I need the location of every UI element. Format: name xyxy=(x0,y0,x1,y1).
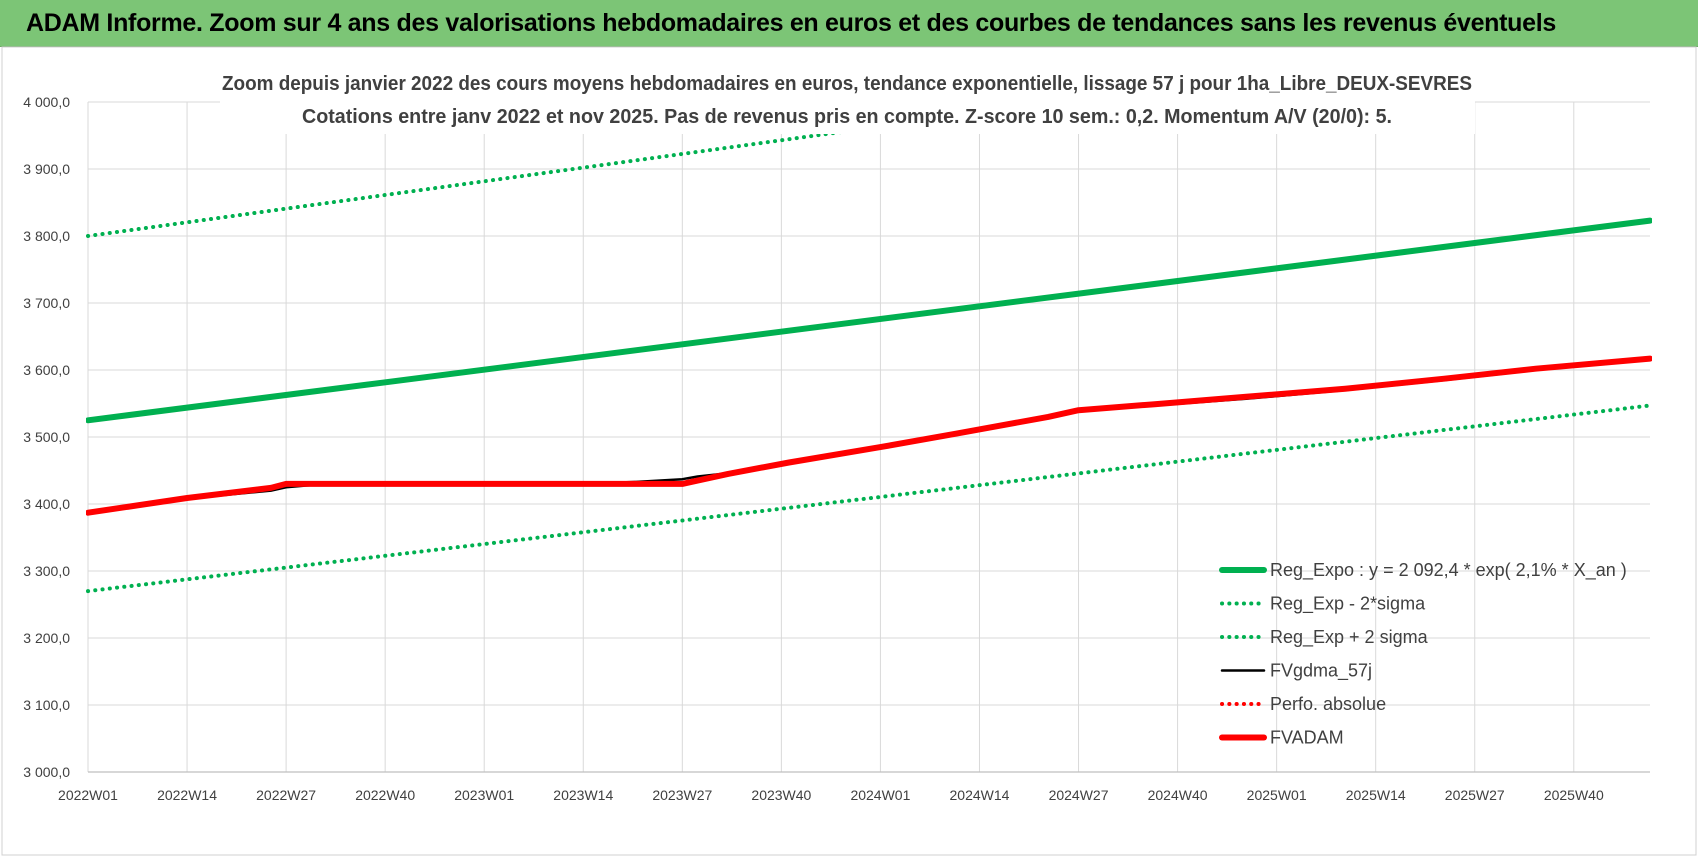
x-tick-label: 2024W01 xyxy=(850,787,910,803)
y-tick-label: 3 200,0 xyxy=(23,630,70,646)
y-tick-label: 3 600,0 xyxy=(23,362,70,378)
series-line-0 xyxy=(86,217,1652,424)
chart-title-line-1: Zoom depuis janvier 2022 des cours moyen… xyxy=(222,73,1472,95)
x-tick-label: 2025W27 xyxy=(1445,787,1505,803)
y-tick-label: 3 300,0 xyxy=(23,563,70,579)
banner-title: ADAM Informe. Zoom sur 4 ans des valoris… xyxy=(26,9,1556,37)
legend: Reg_Expo : y = 2 092,4 * exp( 2,1% * X_a… xyxy=(1219,560,1627,748)
x-tick-label: 2024W14 xyxy=(950,787,1010,803)
y-tick-label: 3 700,0 xyxy=(23,295,70,311)
series-line-5 xyxy=(86,355,1652,516)
x-tick-label: 2023W27 xyxy=(652,787,712,803)
x-tick-label: 2025W01 xyxy=(1247,787,1307,803)
y-tick-label: 3 800,0 xyxy=(23,228,70,244)
y-tick-label: 3 500,0 xyxy=(23,429,70,445)
x-axis: 2022W01 2022W14 2022W27 2022W40 2023W01 2023W… xyxy=(58,787,1604,803)
chart-area-border xyxy=(1,46,1697,856)
legend-label: Reg_Exp - 2*sigma xyxy=(1270,594,1426,615)
legend-label: FVgdma_57j xyxy=(1270,661,1372,682)
legend-label: FVADAM xyxy=(1270,728,1344,748)
x-tick-label: 2024W27 xyxy=(1049,787,1109,803)
y-axis: 3 000,0 3 100,0 3 200,0 3 300,0 3 400,0 3 500… xyxy=(23,94,70,780)
y-tick-label: 3 100,0 xyxy=(23,697,70,713)
y-tick-label: 4 000,0 xyxy=(23,94,70,110)
x-tick-label: 2022W27 xyxy=(256,787,316,803)
chart-title-line-2: Cotations entre janv 2022 et nov 2025. P… xyxy=(302,106,1392,128)
x-tick-label: 2023W01 xyxy=(454,787,514,803)
y-tick-label: 3 000,0 xyxy=(23,764,70,780)
title-background xyxy=(220,66,1475,134)
legend-label: Perfo. absolue xyxy=(1270,694,1386,714)
x-tick-label: 2025W14 xyxy=(1346,787,1406,803)
x-tick-label: 2022W14 xyxy=(157,787,217,803)
x-tick-label: 2025W40 xyxy=(1544,787,1604,803)
y-tick-label: 3 400,0 xyxy=(23,496,70,512)
y-tick-label: 3 900,0 xyxy=(23,161,70,177)
chart-title: Zoom depuis janvier 2022 des cours moyen… xyxy=(220,66,1475,134)
legend-label: Reg_Expo : y = 2 092,4 * exp( 2,1% * X_a… xyxy=(1270,560,1627,581)
x-tick-label: 2022W01 xyxy=(58,787,118,803)
x-tick-label: 2023W14 xyxy=(553,787,613,803)
series-line-1 xyxy=(86,403,1652,594)
legend-label: Reg_Exp + 2 sigma xyxy=(1270,627,1429,648)
x-tick-label: 2023W40 xyxy=(751,787,811,803)
header-banner: ADAM Informe. Zoom sur 4 ans des valoris… xyxy=(0,0,1698,47)
grid xyxy=(87,101,1650,773)
x-tick-label: 2024W40 xyxy=(1148,787,1208,803)
x-tick-label: 2022W40 xyxy=(355,787,415,803)
